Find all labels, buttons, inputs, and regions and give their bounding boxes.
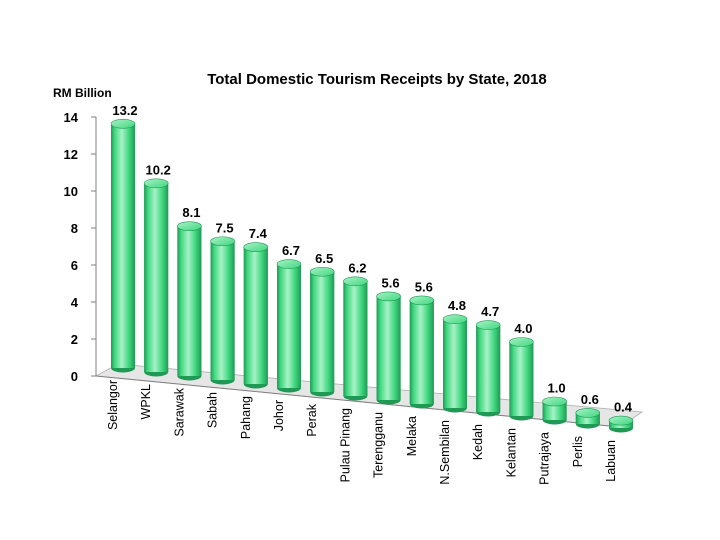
data-label: 7.4 [249, 226, 268, 241]
bar [309, 266, 335, 397]
data-label: 4.8 [448, 298, 466, 313]
x-tick-label: Labuan [604, 440, 618, 482]
bar-body-front [277, 264, 301, 388]
bar [575, 408, 601, 429]
x-tick-label: WPKL [139, 384, 153, 419]
bar-cap [442, 314, 468, 325]
x-tick-label: Pulau Pinang [338, 408, 352, 482]
bar-body-front [575, 412, 600, 424]
bar-cap [309, 266, 335, 277]
x-tick-label: Pahang [239, 396, 253, 439]
bar [475, 320, 501, 417]
bar [110, 119, 136, 373]
data-label: 6.7 [282, 243, 300, 258]
x-tick-label: Perlis [571, 436, 585, 467]
bar-body-front [509, 342, 534, 416]
bar-body-front [243, 247, 268, 384]
data-label: 6.5 [315, 251, 333, 266]
bar-body-front [210, 241, 235, 380]
data-label: 0.4 [614, 400, 633, 415]
data-label: 10.2 [146, 162, 171, 177]
y-tick-label: 14 [64, 110, 79, 125]
bar-body-front [542, 401, 567, 420]
bar [177, 221, 202, 381]
bar-cap [575, 408, 601, 418]
data-label: 13.2 [112, 103, 137, 118]
bar-cap [509, 337, 534, 347]
x-axis-line [95, 375, 621, 428]
x-tick-label: Johor [272, 400, 286, 431]
bar-cap [276, 259, 302, 269]
data-label: 7.5 [216, 220, 234, 235]
x-tick-label: N.Sembilan [438, 420, 452, 485]
data-label: 5.6 [415, 279, 433, 294]
x-tick-label: Melaka [405, 416, 419, 456]
bar-cap [608, 415, 634, 426]
bar-cap [343, 276, 368, 287]
data-label: 4.7 [481, 304, 499, 319]
bar-body-front [376, 296, 401, 400]
bar-body-front [476, 325, 501, 412]
y-tick-label: 2 [71, 332, 78, 347]
data-label: 5.6 [382, 275, 400, 290]
bar [608, 415, 634, 433]
bar-cap [376, 291, 401, 302]
data-label: 6.2 [348, 260, 366, 275]
bar [409, 295, 435, 409]
data-label: 0.6 [581, 392, 599, 407]
bar-cap [177, 221, 202, 231]
bar-cap [542, 396, 567, 407]
bar-body-front [310, 271, 335, 392]
x-tick-label: Sarawak [172, 387, 186, 436]
bar-body-front [144, 183, 169, 372]
bar-cap [210, 236, 235, 247]
bar [509, 337, 534, 421]
bar [276, 259, 302, 393]
y-tick-label: 10 [64, 184, 78, 199]
bar-cap [409, 295, 435, 306]
bar-body-front [443, 319, 467, 408]
y-tick-label: 4 [71, 295, 79, 310]
bar-cap [243, 242, 269, 252]
x-tick-label: Sabah [206, 392, 220, 428]
y-tick-label: 8 [71, 221, 78, 236]
x-tick-label: Perak [305, 403, 319, 436]
data-label: 4.0 [514, 321, 532, 336]
bar-body-front [409, 300, 434, 404]
y-axis-label: RM Billion [53, 86, 112, 100]
x-tick-label: Kedah [471, 424, 485, 460]
data-label: 1.0 [548, 381, 566, 396]
bar-cap [110, 119, 136, 129]
bar [143, 178, 169, 377]
bar-cap [143, 178, 169, 189]
bar [542, 396, 567, 425]
y-tick-label: 0 [71, 369, 78, 384]
bar [343, 276, 368, 401]
bar-body-front [177, 226, 202, 376]
x-tick-label: Kelantan [504, 428, 518, 477]
bar [376, 291, 401, 405]
chart-title: Total Domestic Tourism Receipts by State… [207, 71, 547, 88]
x-tick-label: Terengganu [372, 412, 386, 478]
data-label: 8.1 [182, 205, 200, 220]
bar [243, 242, 269, 389]
x-tick-label: Putrajaya [538, 432, 552, 485]
bar-cap [475, 320, 501, 330]
y-tick-label: 6 [71, 258, 78, 273]
bar [442, 314, 468, 413]
bar [210, 236, 235, 385]
bar-body-front [343, 281, 368, 396]
y-tick-label: 12 [64, 147, 78, 162]
x-tick-label: Selangor [106, 380, 120, 430]
bar-body-front [111, 123, 135, 368]
